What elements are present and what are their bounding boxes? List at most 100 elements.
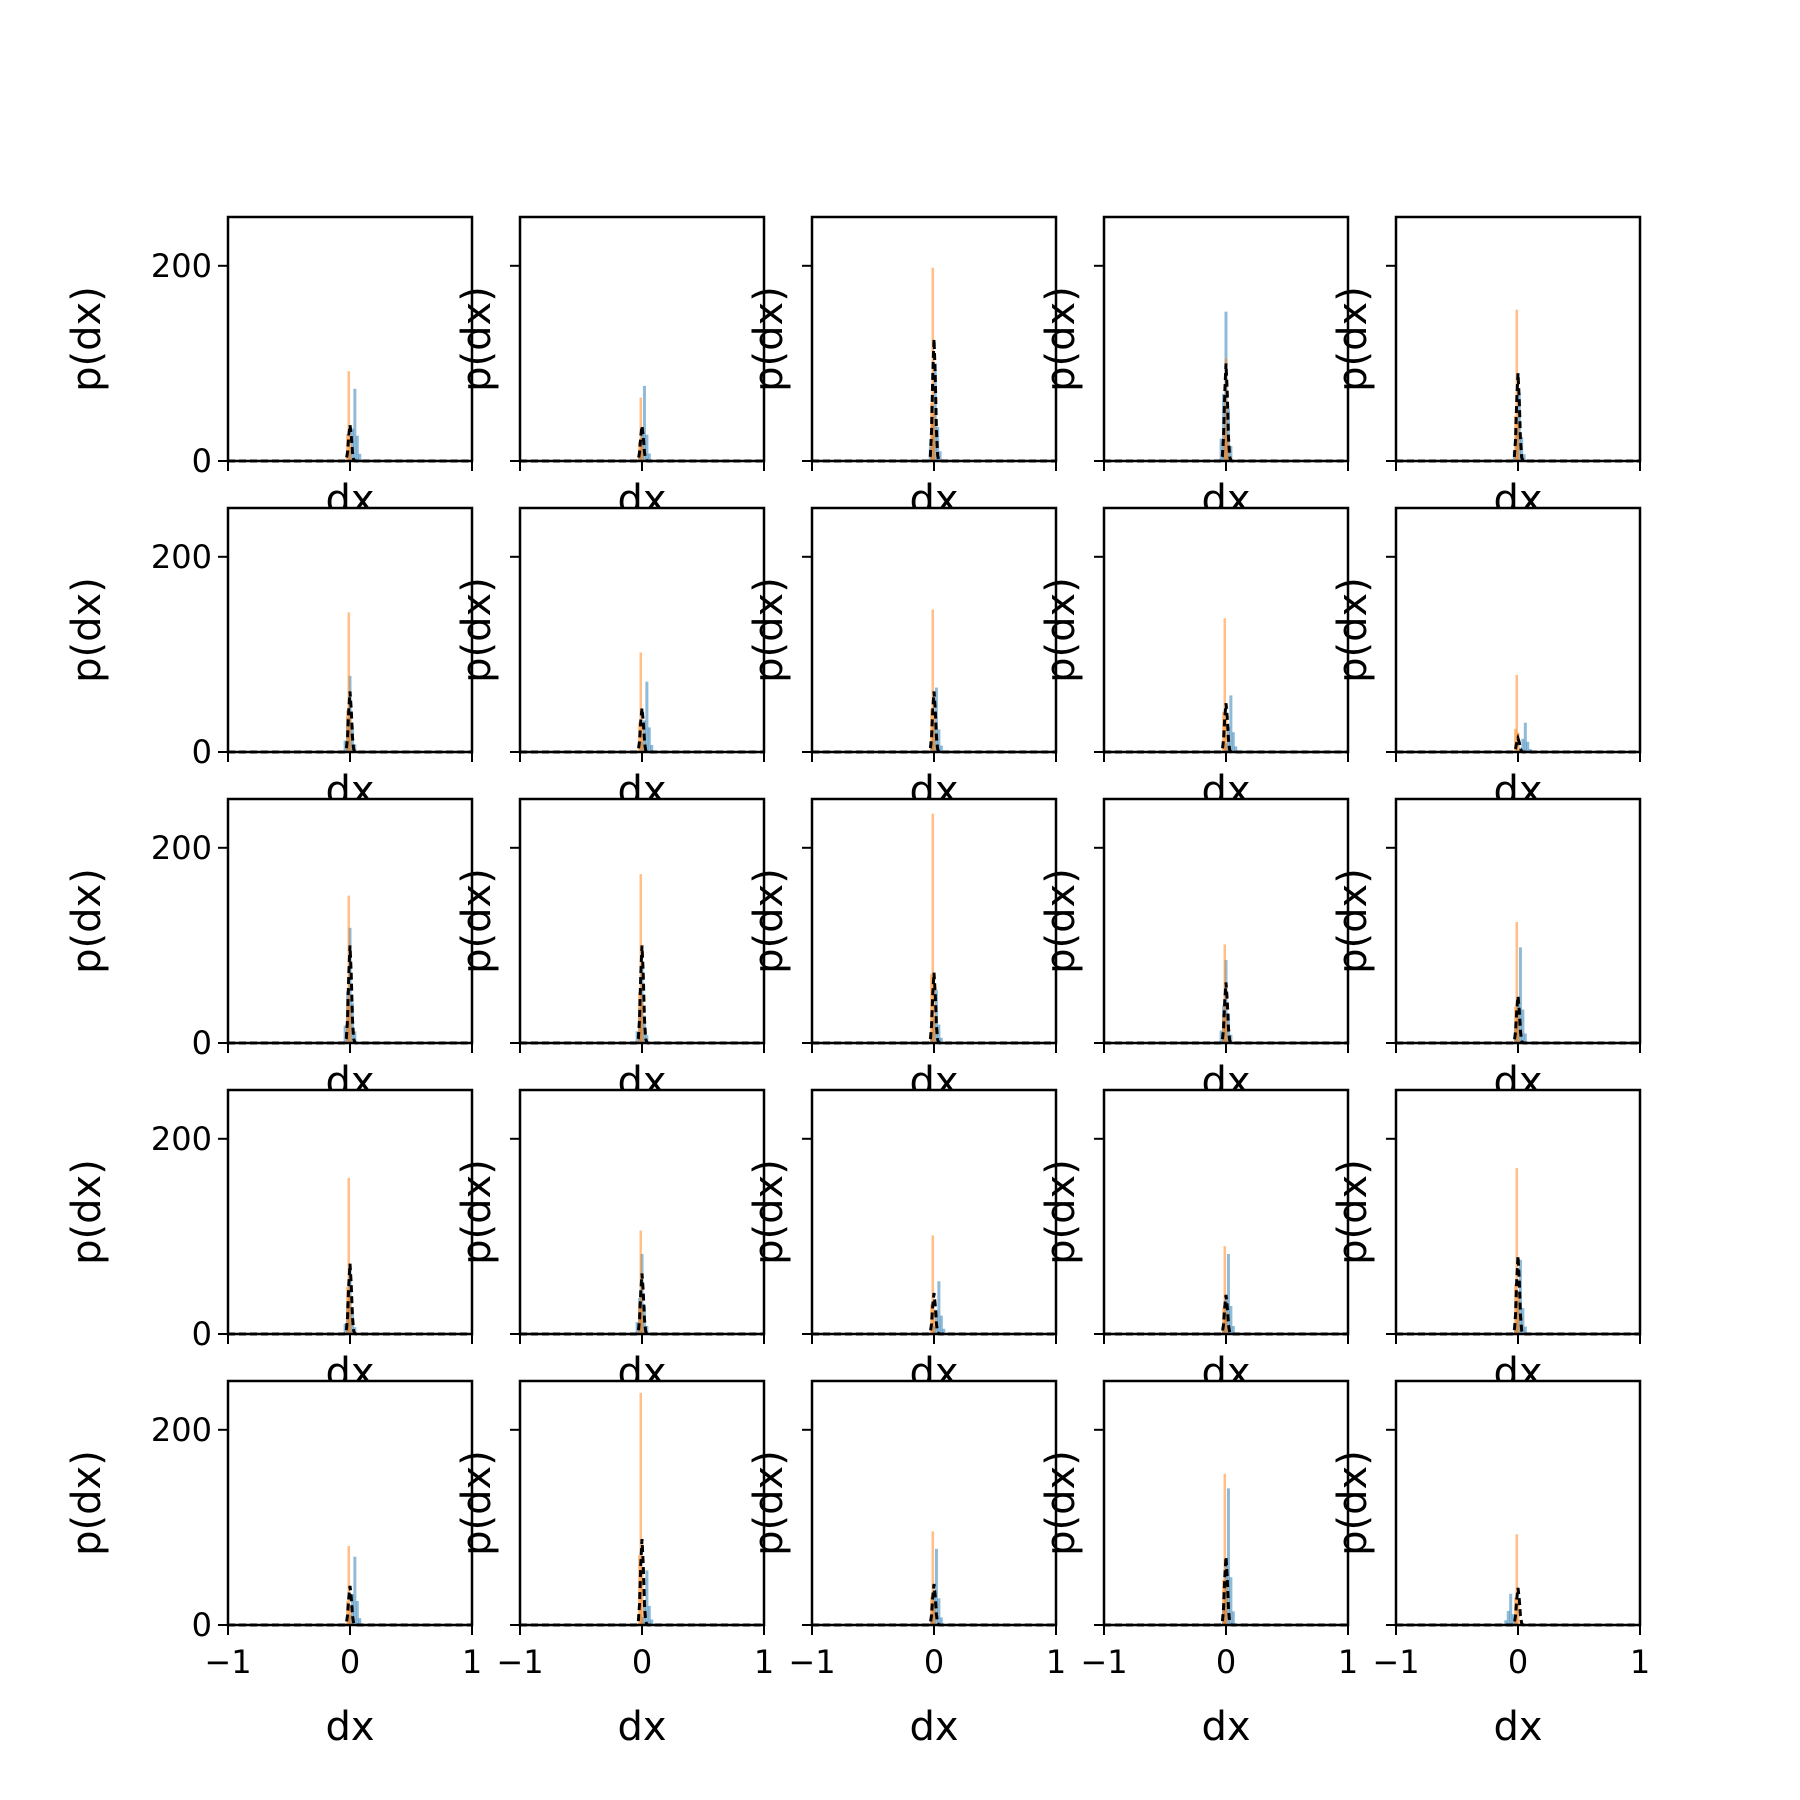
x-tick-label: −1 bbox=[1372, 1643, 1419, 1681]
blue-histogram-bar bbox=[1229, 446, 1233, 461]
y-axis-label: p(dx) bbox=[1330, 868, 1376, 974]
orange-histogram-bar bbox=[347, 1545, 351, 1625]
black-density-curve bbox=[1104, 1294, 1348, 1336]
x-tick-label: 1 bbox=[754, 1643, 774, 1681]
y-axis-label: p(dx) bbox=[64, 1159, 110, 1265]
blue-histogram-bar bbox=[942, 1328, 946, 1334]
y-axis-label: p(dx) bbox=[454, 577, 500, 683]
blue-histogram-bar bbox=[1219, 438, 1223, 461]
blue-histogram-bar bbox=[1521, 738, 1525, 752]
subplot-3-4: dxp(dx) bbox=[1038, 797, 1350, 1105]
x-axis-label: dx bbox=[617, 1704, 666, 1750]
orange-histogram-bar bbox=[348, 1294, 352, 1334]
orange-histogram-bar bbox=[1516, 423, 1520, 461]
orange-histogram-bar bbox=[932, 1309, 936, 1334]
orange-histogram-bar bbox=[639, 1392, 643, 1625]
black-density-curve bbox=[228, 1585, 472, 1627]
subplot-5-4: −1 0 1 dx p(dx) bbox=[1038, 1379, 1358, 1750]
y-axis-label: p(dx) bbox=[1038, 1159, 1084, 1265]
blue-histogram-bar bbox=[1522, 454, 1526, 461]
blue-histogram-bar bbox=[350, 428, 354, 461]
orange-histogram-bar bbox=[1514, 415, 1517, 461]
y-axis-label: p(dx) bbox=[746, 1450, 792, 1556]
black-density-curve bbox=[228, 691, 472, 754]
y-axis-label: p(dx) bbox=[454, 286, 500, 392]
subplot-4-2: dxp(dx) bbox=[454, 1088, 766, 1396]
blue-histogram-bar bbox=[647, 1605, 651, 1625]
orange-histogram-bar bbox=[931, 1235, 935, 1334]
blue-histogram-bar bbox=[1222, 393, 1226, 461]
y-axis-label: p(dx) bbox=[746, 868, 792, 974]
blue-histogram-bar bbox=[645, 434, 649, 461]
orange-histogram-bar bbox=[1223, 618, 1227, 752]
blue-histogram-bar bbox=[355, 1601, 359, 1625]
y-tick-label: 0 bbox=[192, 442, 212, 480]
x-tick-label: 1 bbox=[462, 1643, 482, 1681]
blue-histogram-bar bbox=[1526, 741, 1530, 752]
blue-histogram-bar bbox=[939, 1315, 943, 1334]
blue-histogram-bar bbox=[343, 740, 347, 752]
blue-histogram-bar bbox=[1523, 1033, 1527, 1043]
orange-histogram-bar bbox=[1222, 1307, 1225, 1334]
orange-histogram-bar bbox=[347, 1177, 351, 1334]
subplot-3-2: dxp(dx) bbox=[454, 797, 766, 1105]
blue-histogram-bar bbox=[1511, 1614, 1515, 1625]
orange-histogram-bar bbox=[640, 1000, 644, 1043]
blue-histogram-bar bbox=[358, 453, 362, 461]
blue-histogram-bar bbox=[937, 1281, 941, 1334]
orange-histogram-bar bbox=[639, 652, 643, 752]
blue-histogram-bar bbox=[1506, 1610, 1510, 1625]
orange-histogram-bar bbox=[1224, 1312, 1228, 1334]
blue-histogram-bar bbox=[939, 1037, 943, 1043]
orange-histogram-bar bbox=[1515, 1168, 1519, 1334]
orange-histogram-bar bbox=[1224, 1587, 1228, 1625]
blue-histogram-bar bbox=[647, 727, 651, 752]
blue-histogram-bar bbox=[353, 388, 357, 461]
blue-histogram-bar bbox=[1226, 1488, 1230, 1625]
blue-histogram-bar bbox=[1229, 1577, 1233, 1625]
orange-histogram-bar bbox=[346, 1287, 349, 1334]
orange-histogram-bar bbox=[640, 445, 644, 461]
y-axis-label: p(dx) bbox=[64, 286, 110, 392]
blue-histogram-bar bbox=[937, 1024, 941, 1043]
orange-histogram-bar bbox=[348, 1006, 352, 1043]
orange-histogram-bar bbox=[347, 612, 351, 752]
orange-histogram-bar bbox=[640, 1308, 644, 1334]
subplot-1-2: dxp(dx) bbox=[454, 215, 766, 523]
orange-histogram-bar bbox=[930, 1596, 933, 1625]
y-axis-label: p(dx) bbox=[746, 577, 792, 683]
blue-histogram-bar bbox=[353, 1556, 357, 1625]
y-tick-label: 200 bbox=[151, 829, 212, 867]
x-tick-label: −1 bbox=[496, 1643, 543, 1681]
blue-histogram-bar bbox=[1231, 732, 1235, 752]
y-tick-label: 200 bbox=[151, 1120, 212, 1158]
y-tick-label: 0 bbox=[192, 1315, 212, 1353]
x-tick-label: 0 bbox=[1216, 1643, 1236, 1681]
orange-histogram-bar bbox=[1224, 358, 1228, 461]
orange-histogram-bar bbox=[932, 985, 936, 1043]
black-density-curve bbox=[1104, 982, 1348, 1045]
blue-histogram-bar bbox=[635, 1321, 639, 1334]
orange-histogram-bar bbox=[1222, 1579, 1225, 1625]
blue-histogram-bar bbox=[645, 1570, 649, 1625]
blue-histogram-bar bbox=[938, 451, 942, 461]
blue-histogram-bar bbox=[937, 729, 941, 752]
blue-histogram-bar bbox=[1509, 1593, 1513, 1625]
x-tick-label: 0 bbox=[1508, 1643, 1528, 1681]
orange-histogram-bar bbox=[346, 434, 349, 461]
subplot-5-3: −1 0 1 dx p(dx) bbox=[746, 1379, 1066, 1750]
orange-histogram-bar bbox=[930, 974, 933, 1043]
subplot-2-2: dxp(dx) bbox=[454, 506, 766, 814]
blue-histogram-bar bbox=[358, 1618, 362, 1625]
x-tick-label: 0 bbox=[632, 1643, 652, 1681]
blue-histogram-bar bbox=[642, 385, 646, 461]
x-tick-label: 0 bbox=[340, 1643, 360, 1681]
y-axis-label: p(dx) bbox=[1038, 1450, 1084, 1556]
y-axis-label: p(dx) bbox=[1038, 577, 1084, 683]
blue-histogram-bar bbox=[1234, 746, 1238, 752]
subplot-3-5: dxp(dx) bbox=[1330, 797, 1642, 1105]
blue-histogram-bar bbox=[939, 745, 943, 752]
